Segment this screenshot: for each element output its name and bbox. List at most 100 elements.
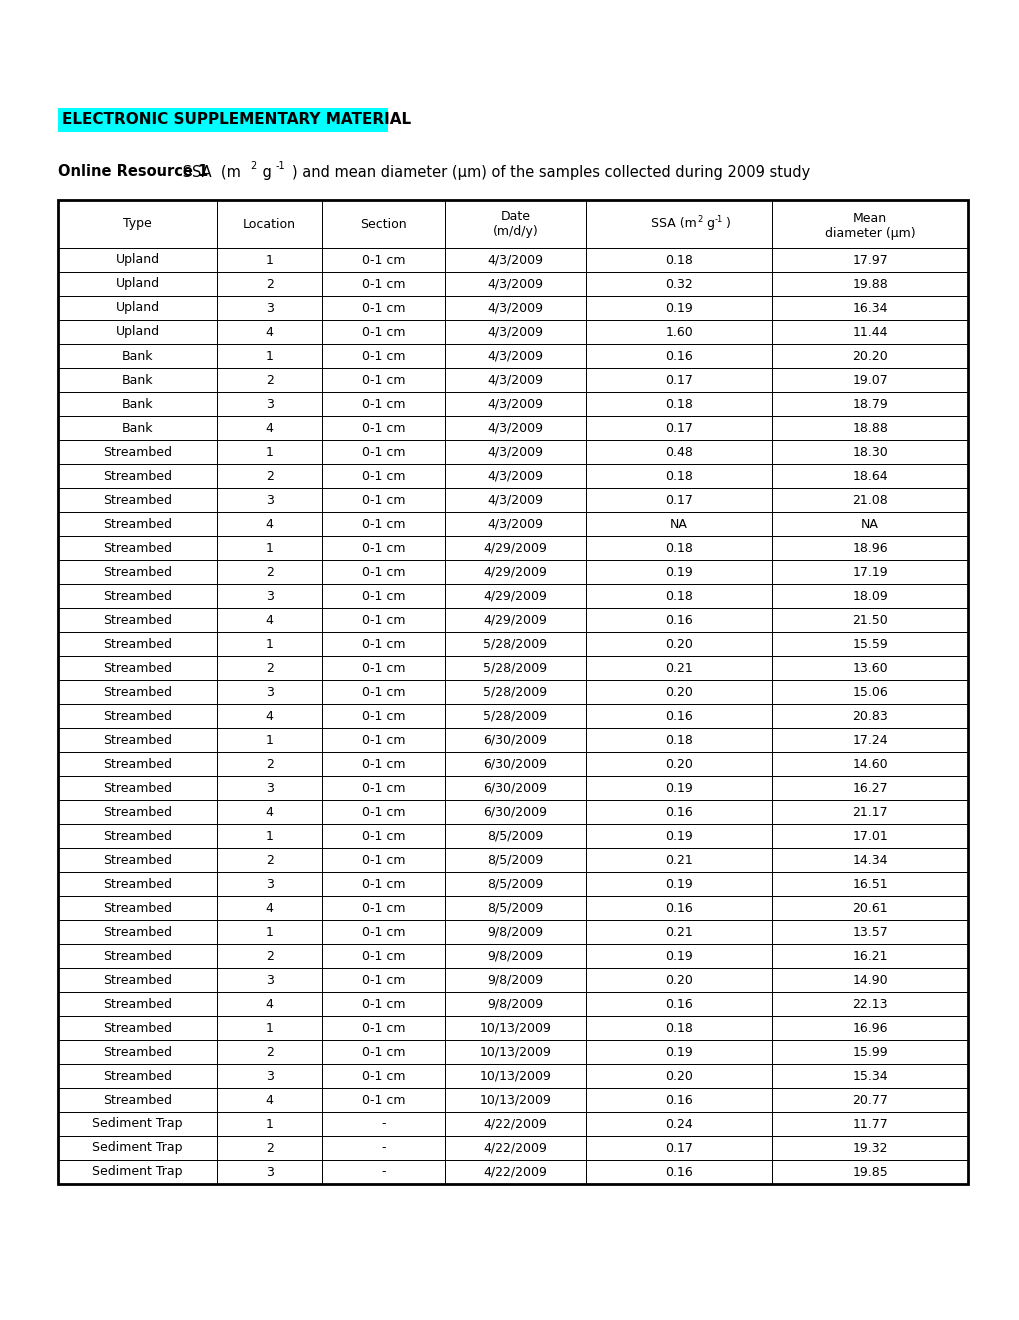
Text: 0-1 cm: 0-1 cm — [361, 829, 405, 842]
Text: 0.24: 0.24 — [664, 1118, 692, 1130]
Bar — [771, 465, 967, 488]
Text: 0.19: 0.19 — [664, 878, 692, 891]
Bar — [58, 440, 217, 465]
Bar — [322, 1160, 444, 1184]
Bar — [585, 1016, 771, 1040]
Text: Streambed: Streambed — [103, 925, 172, 939]
Text: 8/5/2009: 8/5/2009 — [487, 878, 543, 891]
Text: 0.17: 0.17 — [664, 374, 692, 387]
Bar — [585, 729, 771, 752]
Text: Bank: Bank — [121, 397, 153, 411]
Text: 0-1 cm: 0-1 cm — [361, 781, 405, 795]
Bar — [444, 873, 585, 896]
Bar — [771, 416, 967, 440]
Text: 16.34: 16.34 — [852, 301, 888, 314]
Bar — [771, 944, 967, 968]
Bar — [322, 392, 444, 416]
Bar — [771, 368, 967, 392]
Bar — [217, 272, 322, 296]
Text: 10/13/2009: 10/13/2009 — [479, 1045, 550, 1059]
Text: 18.88: 18.88 — [852, 421, 888, 434]
Text: 1: 1 — [265, 350, 273, 363]
Text: 9/8/2009: 9/8/2009 — [487, 998, 543, 1011]
Bar — [585, 656, 771, 680]
Bar — [444, 656, 585, 680]
Text: 0.16: 0.16 — [664, 614, 692, 627]
Text: Streambed: Streambed — [103, 974, 172, 986]
Bar — [58, 824, 217, 847]
Text: 3: 3 — [265, 301, 273, 314]
Text: 4: 4 — [265, 710, 273, 722]
Text: 0-1 cm: 0-1 cm — [361, 758, 405, 771]
Text: 4: 4 — [265, 614, 273, 627]
Text: -: - — [381, 1142, 385, 1155]
Bar — [322, 873, 444, 896]
Text: 3: 3 — [265, 494, 273, 507]
Bar — [58, 392, 217, 416]
Text: ELECTRONIC SUPPLEMENTARY MATERIAL: ELECTRONIC SUPPLEMENTARY MATERIAL — [62, 112, 411, 128]
Bar — [58, 560, 217, 583]
Text: NA: NA — [669, 517, 688, 531]
Bar — [585, 847, 771, 873]
Bar — [217, 729, 322, 752]
Bar — [444, 776, 585, 800]
Text: 11.77: 11.77 — [852, 1118, 888, 1130]
Text: 0-1 cm: 0-1 cm — [361, 878, 405, 891]
Bar — [771, 1160, 967, 1184]
Text: Streambed: Streambed — [103, 710, 172, 722]
Text: 2: 2 — [265, 1142, 273, 1155]
Bar — [585, 392, 771, 416]
Bar — [585, 896, 771, 920]
Bar — [217, 847, 322, 873]
Text: SSA (m: SSA (m — [650, 218, 696, 231]
Text: 1: 1 — [265, 541, 273, 554]
Bar — [58, 968, 217, 993]
Text: 2: 2 — [696, 214, 702, 223]
Text: 0.18: 0.18 — [664, 397, 692, 411]
Text: 0-1 cm: 0-1 cm — [361, 446, 405, 458]
Bar — [585, 488, 771, 512]
Bar — [444, 583, 585, 609]
Bar — [217, 1111, 322, 1137]
Bar — [217, 632, 322, 656]
Text: 0.16: 0.16 — [664, 350, 692, 363]
Text: 0.19: 0.19 — [664, 301, 692, 314]
Bar — [444, 847, 585, 873]
Bar — [217, 896, 322, 920]
Bar — [322, 1088, 444, 1111]
Text: 0.32: 0.32 — [664, 277, 692, 290]
Bar — [771, 1064, 967, 1088]
Text: Streambed: Streambed — [103, 758, 172, 771]
Text: 0-1 cm: 0-1 cm — [361, 421, 405, 434]
Bar — [444, 609, 585, 632]
Bar — [58, 465, 217, 488]
Bar — [585, 536, 771, 560]
Bar — [217, 1040, 322, 1064]
Bar — [771, 319, 967, 345]
Bar — [322, 944, 444, 968]
Text: 4/3/2009: 4/3/2009 — [487, 421, 543, 434]
Bar — [771, 656, 967, 680]
Bar — [322, 800, 444, 824]
Bar — [771, 776, 967, 800]
Bar — [585, 609, 771, 632]
Bar — [58, 632, 217, 656]
Bar — [322, 465, 444, 488]
Text: 4: 4 — [265, 805, 273, 818]
Text: 0-1 cm: 0-1 cm — [361, 661, 405, 675]
Text: 4/3/2009: 4/3/2009 — [487, 494, 543, 507]
Bar — [217, 440, 322, 465]
Text: 0.16: 0.16 — [664, 805, 692, 818]
Text: 8/5/2009: 8/5/2009 — [487, 854, 543, 866]
Bar — [58, 729, 217, 752]
Bar — [58, 1016, 217, 1040]
Text: 4/3/2009: 4/3/2009 — [487, 446, 543, 458]
Bar — [444, 1160, 585, 1184]
Bar — [585, 1064, 771, 1088]
Text: Streambed: Streambed — [103, 661, 172, 675]
Text: 4: 4 — [265, 517, 273, 531]
Bar — [585, 1160, 771, 1184]
Text: 4/3/2009: 4/3/2009 — [487, 301, 543, 314]
Bar — [58, 512, 217, 536]
Bar — [58, 272, 217, 296]
